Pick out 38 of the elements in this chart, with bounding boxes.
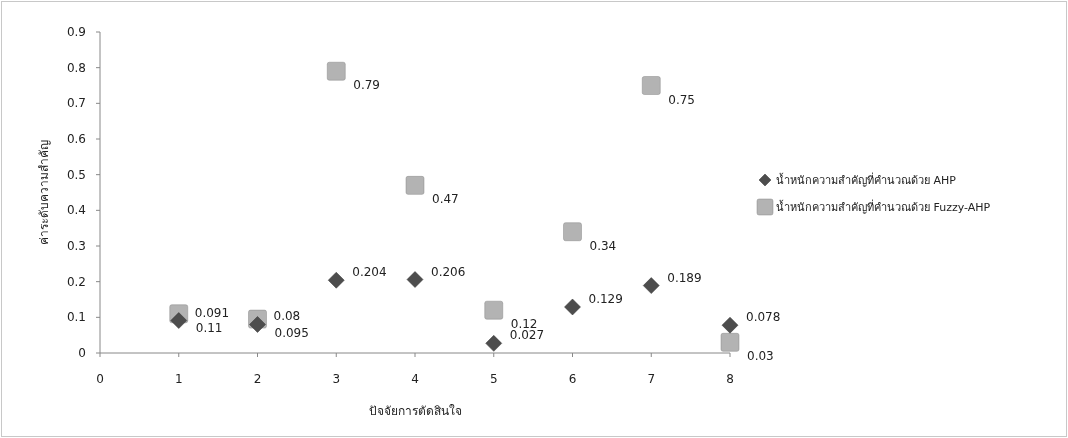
y-tick-label: 0.3 bbox=[66, 239, 86, 253]
y-axis-title: ค่าระดับความสำคัญ bbox=[37, 140, 51, 245]
y-tick-label: 0.4 bbox=[66, 203, 86, 218]
x-tick-label: 6 bbox=[568, 372, 577, 386]
legend-label: น้ำหนักความสำคัญที่คำนวณด้วย Fuzzy-AHP bbox=[776, 199, 991, 214]
x-tick-label: 8 bbox=[726, 372, 734, 386]
data-label: 0.08 bbox=[273, 309, 301, 324]
data-label: 0.204 bbox=[352, 265, 387, 280]
x-axis-title: ปัจจัยการตัดสินใจ bbox=[368, 404, 462, 418]
data-label: 0.078 bbox=[746, 310, 781, 325]
x-tick-label: 0 bbox=[96, 372, 104, 386]
data-label: 0.47 bbox=[432, 192, 459, 207]
x-tick-label: 4 bbox=[411, 372, 419, 386]
x-tick-label: 2 bbox=[253, 372, 262, 386]
legend-label: น้ำหนักความสำคัญที่คำนวณด้วย AHP bbox=[776, 172, 957, 187]
y-tick-label: 0.2 bbox=[66, 274, 86, 289]
data-label: 0.206 bbox=[431, 264, 466, 279]
y-tick-label: 0 bbox=[78, 346, 86, 360]
data-label: 0.75 bbox=[668, 92, 695, 107]
y-tick-label: 0.9 bbox=[66, 25, 86, 39]
data-label: 0.11 bbox=[195, 320, 223, 335]
x-tick-label: 7 bbox=[647, 372, 656, 386]
data-label: 0.027 bbox=[509, 328, 545, 343]
data-label: 0.79 bbox=[353, 78, 380, 93]
y-tick-label: 0.6 bbox=[66, 132, 86, 146]
y-tick-label: 0.5 bbox=[66, 167, 86, 182]
data-label: 0.34 bbox=[589, 238, 617, 253]
x-tick-label: 5 bbox=[489, 372, 498, 386]
y-tick-label: 0.8 bbox=[66, 60, 86, 75]
y-tick-label: 0.1 bbox=[66, 310, 86, 325]
x-tick-label: 1 bbox=[174, 372, 183, 386]
data-label: 0.03 bbox=[747, 349, 774, 364]
data-label: 0.129 bbox=[588, 291, 623, 306]
y-tick-label: 0.7 bbox=[66, 96, 86, 111]
data-label: 0.091 bbox=[194, 305, 230, 320]
data-label: 0.095 bbox=[274, 326, 309, 341]
data-label: 0.189 bbox=[667, 270, 702, 285]
x-tick-label: 3 bbox=[332, 372, 341, 386]
